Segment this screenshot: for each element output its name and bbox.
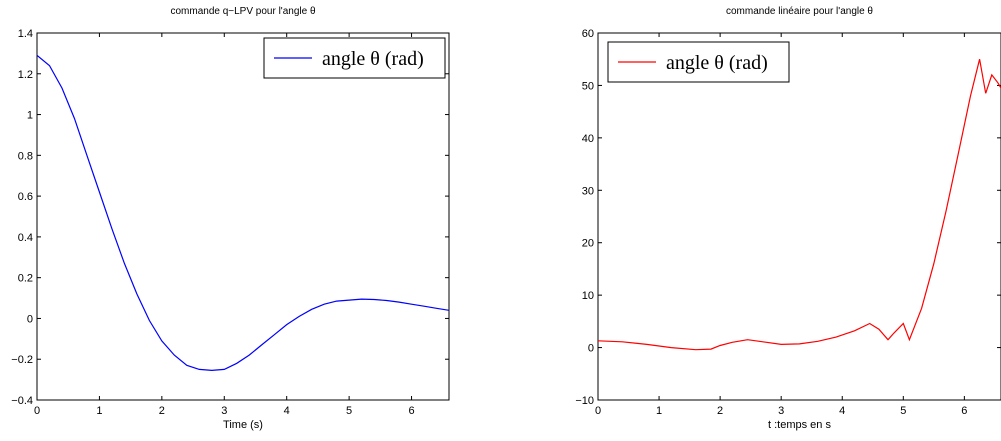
legend: angle θ (rad) <box>263 37 446 79</box>
y-tick-label: 0.2 <box>18 273 33 285</box>
y-tick-label: 10 <box>582 290 594 302</box>
x-tick-label: 3 <box>221 405 227 417</box>
y-tick-label: 0.4 <box>18 232 33 244</box>
x-tick-label: 0 <box>34 405 40 417</box>
y-tick-label: 60 <box>582 28 594 40</box>
x-tick-label: 6 <box>961 405 967 417</box>
y-tick-label: 30 <box>582 185 594 197</box>
legend: angle θ (rad) <box>607 41 790 83</box>
y-tick-label: 0.8 <box>18 150 33 162</box>
x-tick-label: 4 <box>839 405 845 417</box>
x-axis-label: Time (s) <box>223 419 263 431</box>
y-tick-label: 20 <box>582 238 594 250</box>
y-tick-label: 0 <box>588 343 594 355</box>
x-tick-label: 2 <box>717 405 723 417</box>
y-tick-label: 1.4 <box>18 28 33 40</box>
x-tick-label: 6 <box>408 405 414 417</box>
y-tick-label: 1 <box>27 110 33 122</box>
chart-1: 0 1 2 3 4 5 6 −0.4 −0.2 0 0.2 0.4 0.6 0.8 1 1.2 1.4 comma… <box>11 6 450 431</box>
chart-title: commande linéaire pour l'angle θ <box>726 6 873 17</box>
y-tick-label: −10 <box>575 395 594 407</box>
x-tick-label: 1 <box>96 405 102 417</box>
x-tick-label: 1 <box>656 405 662 417</box>
y-tick-label: −0.4 <box>11 395 33 407</box>
series-line-1 <box>598 59 1001 351</box>
legend-label: angle θ (rad) <box>666 52 768 74</box>
x-axis-label: t :temps en s <box>768 419 831 431</box>
legend-label: angle θ (rad) <box>322 48 424 70</box>
x-tick-label: 3 <box>778 405 784 417</box>
y-tick-label: 40 <box>582 133 594 145</box>
x-tick-label: 0 <box>595 405 601 417</box>
x-tick-label: 5 <box>346 405 352 417</box>
series-line-1 <box>37 54 449 372</box>
y-tick-label: 50 <box>582 80 594 92</box>
plot-area-frame <box>36 32 450 401</box>
y-tick-label: 0.6 <box>18 191 33 203</box>
plot-area-frame <box>597 32 1001 401</box>
x-tick-label: 4 <box>284 405 290 417</box>
y-tick-label: −0.2 <box>11 354 33 366</box>
x-tick-label: 2 <box>159 405 165 417</box>
y-tick-label: 1.2 <box>18 69 33 81</box>
y-tick-label: 0 <box>27 313 33 325</box>
chart-title: commande q−LPV pour l'angle θ <box>170 6 315 17</box>
x-tick-label: 5 <box>900 405 906 417</box>
